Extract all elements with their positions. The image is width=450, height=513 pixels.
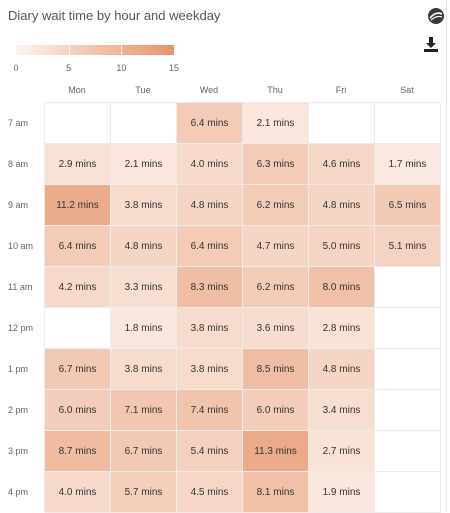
heatmap-cell[interactable]: 8.5 mins: [243, 349, 309, 390]
heatmap-cell[interactable]: [375, 431, 441, 472]
heatmap-cell[interactable]: 3.4 mins: [309, 390, 375, 431]
row-label: 11 am: [8, 281, 33, 292]
heatmap-cell[interactable]: 4.8 mins: [309, 185, 375, 226]
row-label: 10 am: [8, 240, 34, 251]
heatmap-cell[interactable]: 6.4 mins: [45, 226, 111, 267]
column-label: Tue: [135, 85, 151, 95]
grid-left-border: [44, 102, 45, 512]
legend-tick-label: 0: [13, 63, 19, 73]
heatmap-cell[interactable]: 3.8 mins: [177, 349, 243, 390]
heatmap-cell[interactable]: 1.9 mins: [309, 472, 375, 513]
heatmap-cell[interactable]: 1.8 mins: [111, 308, 177, 349]
heatmap-cell[interactable]: 2.7 mins: [309, 431, 375, 472]
heatmap-cell[interactable]: [45, 103, 111, 144]
heatmap-cell[interactable]: 2.8 mins: [309, 308, 375, 349]
heatmap-cell[interactable]: [375, 267, 441, 308]
heatmap-cell[interactable]: 7.4 mins: [177, 390, 243, 431]
heatmap-cell[interactable]: 6.5 mins: [375, 185, 441, 226]
row-label: 12 pm: [8, 322, 34, 333]
heatmap-cell[interactable]: [45, 308, 111, 349]
heatmap-cell[interactable]: 4.8 mins: [177, 185, 243, 226]
heatmap-cell[interactable]: 4.0 mins: [45, 472, 111, 513]
heatmap-cell[interactable]: 4.8 mins: [309, 349, 375, 390]
column-label: Fri: [335, 85, 347, 95]
heatmap-cell[interactable]: 6.0 mins: [45, 390, 111, 431]
heatmap-cell[interactable]: 4.8 mins: [111, 226, 177, 267]
heatmap-cell[interactable]: 6.0 mins: [243, 390, 309, 431]
color-legend-bar: [16, 45, 174, 55]
heatmap-cell[interactable]: 6.2 mins: [243, 267, 309, 308]
heatmap-cell[interactable]: [375, 103, 441, 144]
legend-tick-label: 15: [168, 63, 180, 73]
heatmap-cell[interactable]: 6.3 mins: [243, 144, 309, 185]
chart-title: Diary wait time by hour and weekday: [8, 8, 221, 23]
heatmap-cell[interactable]: 4.0 mins: [177, 144, 243, 185]
heatmap-cell[interactable]: 6.7 mins: [111, 431, 177, 472]
heatmap-cell[interactable]: 3.8 mins: [177, 308, 243, 349]
heatmap-cell[interactable]: 8.3 mins: [177, 267, 243, 308]
heatmap-cell[interactable]: 8.1 mins: [243, 472, 309, 513]
row-label: 2 pm: [8, 404, 29, 415]
legend-tick-label: 5: [66, 63, 72, 73]
heatmap-cell[interactable]: 6.2 mins: [243, 185, 309, 226]
row-label: 9 am: [8, 199, 29, 210]
heatmap-cell[interactable]: 11.3 mins: [243, 431, 309, 472]
heatmap-cell[interactable]: 3.3 mins: [111, 267, 177, 308]
row-label: 1 pm: [8, 363, 29, 374]
heatmap-cell[interactable]: 3.6 mins: [243, 308, 309, 349]
heatmap-cell[interactable]: 8.7 mins: [45, 431, 111, 472]
heatmap-cell[interactable]: 1.7 mins: [375, 144, 441, 185]
row-label: 4 pm: [8, 486, 29, 497]
column-label: Sat: [400, 85, 414, 95]
heatmap-cell[interactable]: 2.9 mins: [45, 144, 111, 185]
grid-top-border: [44, 102, 440, 103]
heatmap-cell[interactable]: [375, 472, 441, 513]
heatmap-cell[interactable]: [375, 308, 441, 349]
row-label: 3 pm: [8, 445, 29, 456]
heatmap-cell[interactable]: 6.7 mins: [45, 349, 111, 390]
row-label: 7 am: [8, 117, 29, 128]
column-label: Wed: [199, 85, 219, 95]
heatmap-cell[interactable]: 5.1 mins: [375, 226, 441, 267]
heatmap-cell[interactable]: 3.8 mins: [111, 185, 177, 226]
heatmap-cell[interactable]: 2.1 mins: [243, 103, 309, 144]
heatmap-cell[interactable]: 5.7 mins: [111, 472, 177, 513]
heatmap-cell[interactable]: 4.2 mins: [45, 267, 111, 308]
heatmap-cell[interactable]: 4.6 mins: [309, 144, 375, 185]
sphere-logo-icon[interactable]: [427, 7, 445, 25]
heatmap-cell[interactable]: 7.1 mins: [111, 390, 177, 431]
heatmap-cell[interactable]: 4.5 mins: [177, 472, 243, 513]
heatmap-cell[interactable]: 6.4 mins: [177, 226, 243, 267]
legend-tick-mark: [68, 45, 70, 55]
heatmap-cell[interactable]: [375, 390, 441, 431]
heatmap-cell[interactable]: 8.0 mins: [309, 267, 375, 308]
legend-tick-label: 10: [116, 63, 127, 73]
column-label: Thu: [267, 85, 283, 95]
row-label: 8 am: [8, 158, 29, 169]
heatmap-cell[interactable]: 6.4 mins: [177, 103, 243, 144]
column-label: Mon: [68, 85, 86, 95]
heatmap-cell[interactable]: 4.7 mins: [243, 226, 309, 267]
heatmap-cell[interactable]: 2.1 mins: [111, 144, 177, 185]
heatmap-cell[interactable]: [309, 103, 375, 144]
download-icon[interactable]: [423, 36, 439, 52]
legend-tick-mark: [121, 45, 123, 55]
heatmap-cell[interactable]: 11.2 mins: [45, 185, 111, 226]
heatmap-cell[interactable]: [375, 349, 441, 390]
heatmap-cell[interactable]: [111, 103, 177, 144]
heatmap-cell[interactable]: 3.8 mins: [111, 349, 177, 390]
heatmap-cell[interactable]: 5.4 mins: [177, 431, 243, 472]
heatmap-cell[interactable]: 5.0 mins: [309, 226, 375, 267]
